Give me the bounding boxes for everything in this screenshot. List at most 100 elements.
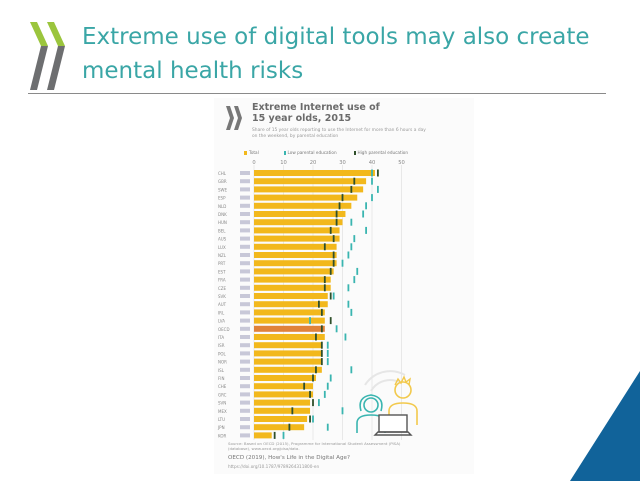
flag-icon (240, 351, 250, 356)
marker-high-parental-education (309, 390, 311, 398)
flag-icon (240, 220, 250, 225)
flag-icon (240, 384, 250, 389)
x-tick: 50 (398, 160, 405, 166)
category-label: IRL (218, 310, 225, 315)
oecd-logo-icon (30, 22, 65, 90)
marker-low-parental-education (353, 235, 356, 243)
marker-high-parental-education (332, 251, 335, 259)
category-label: GRC (218, 392, 227, 397)
bar-total (254, 342, 322, 349)
marker-high-parental-education (377, 169, 379, 177)
bar-total (254, 399, 311, 406)
flag-icon (240, 195, 250, 200)
marker-low-parental-education (335, 325, 338, 333)
category-label: LVA (218, 319, 225, 324)
bar-total (254, 219, 343, 226)
bar-total (254, 334, 325, 340)
category-label: ISR (218, 343, 225, 348)
flag-icon (240, 417, 250, 421)
marker-high-parental-education (341, 194, 344, 202)
marker-low-parental-education (365, 226, 367, 234)
flag-icon (240, 318, 250, 323)
marker-low-parental-education (326, 349, 329, 357)
corner-triangle-decoration (570, 371, 640, 481)
marker-high-parental-education (332, 259, 335, 267)
bar-total (254, 276, 331, 283)
flag-icon (240, 433, 250, 438)
x-tick: 40 (368, 160, 376, 166)
marker-high-parental-education (350, 185, 353, 193)
marker-high-parental-education (318, 300, 320, 308)
category-label: POL (218, 351, 227, 356)
category-label: LTU (218, 417, 225, 422)
flag-icon (240, 285, 250, 290)
bar-total (254, 178, 367, 185)
marker-high-parental-education (323, 243, 326, 251)
marker-high-parental-education (291, 407, 294, 415)
bar-total (254, 260, 337, 267)
category-label: BEL (218, 228, 226, 233)
bar-total (254, 194, 358, 201)
marker-low-parental-education (350, 366, 353, 374)
marker-high-parental-education (323, 284, 326, 292)
category-label: FIN (218, 376, 224, 381)
figure-subtitle: Share of 15 year olds reporting to use t… (252, 128, 426, 139)
bar-total (254, 293, 328, 299)
figure-title: Extreme Internet use of 15 year olds, 20… (252, 102, 442, 124)
marker-low-parental-education (318, 399, 320, 407)
marker-high-parental-education (273, 431, 276, 439)
legend-high-label: High parental education (357, 150, 409, 155)
marker-low-parental-education (326, 382, 329, 390)
marker-high-parental-education (335, 210, 338, 218)
flag-icon (240, 179, 250, 184)
category-label: NLD (218, 204, 226, 209)
flag-icon (240, 212, 250, 216)
marker-low-parental-education (350, 243, 353, 251)
marker-high-parental-education (315, 333, 317, 341)
category-label: SWE (218, 187, 227, 192)
bar-total (254, 358, 322, 365)
marker-low-parental-education (341, 407, 344, 415)
marker-low-parental-education (326, 358, 329, 366)
category-label: NOR (218, 360, 227, 365)
marker-low-parental-education (344, 333, 347, 341)
bar-total (254, 227, 340, 234)
marker-high-parental-education (329, 317, 332, 325)
marker-low-parental-education (329, 374, 332, 382)
marker-high-parental-education (329, 267, 332, 275)
bar-total (254, 252, 337, 258)
x-tick: 30 (339, 160, 346, 166)
marker-low-parental-education (326, 341, 329, 349)
marker-high-parental-education (320, 308, 323, 316)
marker-low-parental-education (341, 259, 344, 267)
flag-icon (240, 244, 250, 249)
bar-total (254, 284, 331, 291)
flag-icon (240, 187, 250, 192)
category-label: ISL (218, 368, 225, 373)
marker-high-parental-education (320, 358, 323, 366)
bar-total (254, 383, 313, 390)
marker-low-parental-education (347, 284, 350, 292)
marker-high-parental-education (303, 382, 306, 390)
flag-icon (240, 171, 250, 175)
marker-low-parental-education (350, 308, 353, 316)
bar-total (254, 211, 346, 217)
bar-total (254, 424, 305, 431)
marker-low-parental-education (353, 276, 356, 284)
marker-low-parental-education (371, 194, 373, 202)
category-label: MEX (218, 409, 227, 414)
marker-high-parental-education (329, 292, 332, 300)
marker-low-parental-education (323, 390, 326, 398)
category-label: AUT (218, 302, 227, 307)
figure-url[interactable]: https://doi.org/10.1787/9789264311800-en (228, 464, 320, 469)
category-label: HUN (218, 220, 227, 225)
flag-icon (240, 261, 250, 266)
marker-high-parental-education (288, 423, 291, 431)
category-label: GBR (218, 179, 227, 184)
marker-low-parental-education (371, 177, 373, 185)
flag-icon (240, 269, 250, 274)
category-label: FRA (218, 278, 226, 283)
marker-low-parental-education (347, 300, 350, 308)
marker-low-parental-education (312, 415, 314, 423)
marker-high-parental-education (315, 366, 317, 374)
